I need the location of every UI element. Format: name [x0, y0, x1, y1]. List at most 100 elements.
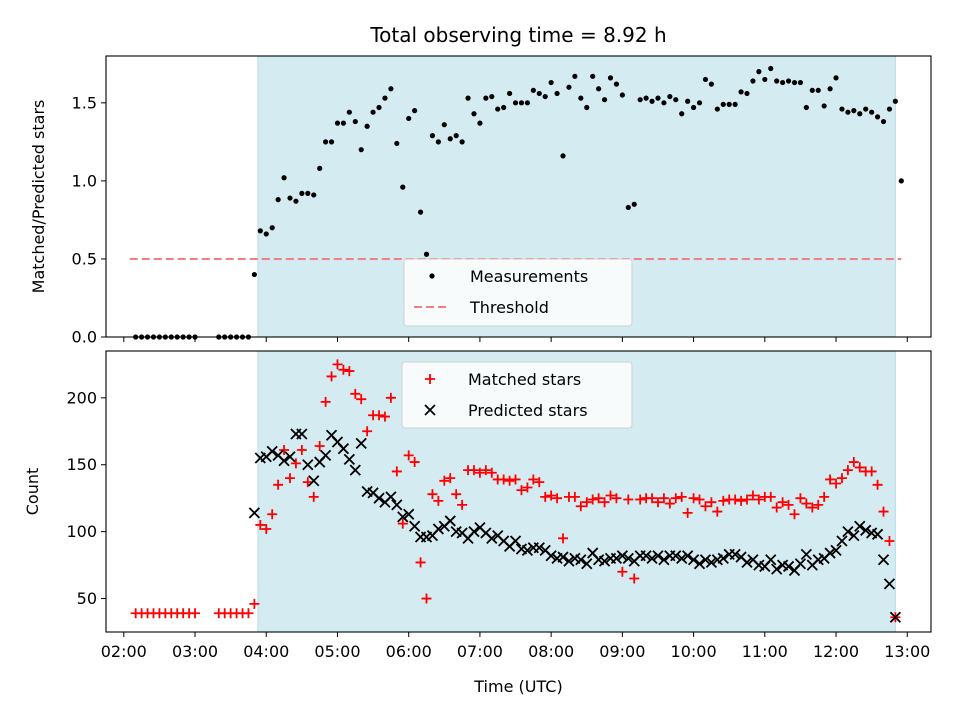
data-point [385, 491, 397, 503]
data-point [637, 97, 643, 103]
data-point [465, 95, 471, 101]
data-point [522, 482, 533, 493]
data-point [795, 493, 806, 504]
data-point [880, 118, 887, 125]
x-tick-label: 11:00 [742, 642, 788, 661]
data-point [685, 98, 691, 104]
data-point [607, 75, 614, 81]
data-point [468, 465, 479, 476]
data-point [545, 550, 557, 562]
x-tick-label: 07:00 [457, 642, 503, 661]
data-point [619, 92, 625, 98]
data-point [388, 86, 394, 92]
data-point [750, 78, 756, 84]
data-point [349, 464, 361, 476]
data-point [308, 491, 319, 502]
data-point [679, 111, 685, 117]
data-point [293, 198, 299, 204]
data-point [836, 535, 848, 547]
data-point [358, 147, 364, 153]
bottom-legend: Matched stars Predicted stars [401, 361, 633, 429]
data-point [266, 445, 278, 457]
data-point [658, 493, 669, 504]
bottom-y-ticks: 50 100 150 200 [66, 388, 106, 608]
data-point [780, 79, 786, 86]
data-point [717, 552, 729, 565]
bottom-plot-frame [105, 350, 932, 633]
data-point [435, 139, 441, 145]
data-point [314, 441, 325, 452]
data-point [287, 195, 293, 201]
data-point [629, 573, 640, 584]
bottom-panel: 50 100 150 200 02:00 03:00 04:00 05:00 06:00 07:… [23, 350, 932, 696]
data-point [417, 209, 424, 215]
data-point [251, 271, 257, 278]
data-point [257, 228, 263, 234]
data-point [569, 491, 580, 502]
data-point [590, 73, 596, 79]
data-point [616, 550, 629, 562]
chart-title: Total observing time = 8.92 h [369, 23, 666, 47]
data-point [548, 79, 554, 86]
data-point [807, 502, 818, 513]
data-point [521, 544, 534, 557]
data-point [317, 165, 323, 171]
data-point [546, 490, 557, 501]
data-point [323, 139, 329, 145]
data-point [874, 114, 881, 120]
data-point [362, 426, 373, 437]
y-tick-label: 100 [66, 522, 97, 541]
top-y-ticks: 0.0 0.5 1.0 1.5 [72, 93, 106, 347]
data-point [267, 509, 278, 520]
data-point [524, 100, 531, 106]
data-point [877, 554, 890, 566]
data-point [860, 524, 872, 536]
data-point [400, 184, 406, 190]
data-point [391, 466, 402, 477]
bottom-x-ticks: 02:00 03:00 04:00 05:00 06:00 07:00 08:00 09:00… [101, 632, 930, 661]
data-point [854, 462, 865, 473]
legend-box [401, 361, 633, 429]
data-point [712, 506, 723, 517]
data-point [403, 508, 415, 520]
data-point [344, 366, 355, 377]
data-point [649, 98, 655, 104]
data-point [334, 120, 341, 126]
data-point [729, 548, 741, 561]
data-point [296, 445, 307, 456]
data-point [718, 495, 729, 506]
top-legend: Measurements Threshold [403, 258, 633, 327]
data-point [385, 392, 396, 403]
data-point [617, 566, 628, 577]
data-point [552, 493, 563, 504]
data-point [771, 502, 782, 513]
data-point [486, 467, 497, 478]
data-point [803, 104, 809, 111]
data-point [655, 95, 661, 101]
data-point [190, 608, 201, 619]
data-point [635, 494, 646, 505]
data-point [611, 493, 622, 504]
data-point [423, 251, 430, 257]
data-point [593, 493, 604, 504]
data-point [730, 494, 741, 505]
data-point [558, 533, 569, 544]
data-point [542, 93, 548, 100]
data-point [777, 497, 788, 508]
data-point [643, 95, 649, 101]
data-point [391, 499, 403, 511]
data-point [742, 494, 753, 505]
x-tick-label: 10:00 [671, 642, 717, 661]
data-point [845, 109, 851, 115]
data-point [540, 491, 551, 502]
data-point [433, 495, 444, 506]
data-point [693, 558, 706, 570]
data-point [581, 558, 593, 570]
data-point [892, 98, 898, 104]
data-point [498, 474, 509, 485]
data-point [510, 474, 521, 485]
data-point [409, 457, 420, 468]
series-predicted-stars [248, 428, 902, 623]
data-point [281, 175, 287, 181]
